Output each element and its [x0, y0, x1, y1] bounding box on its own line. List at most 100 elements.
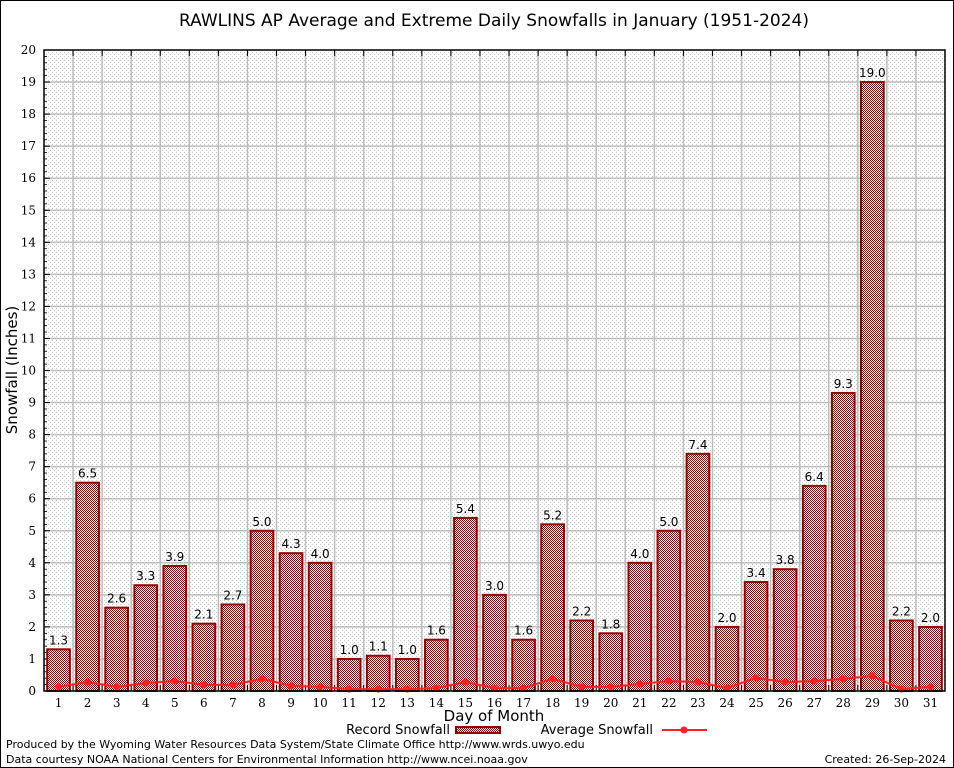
bar-value-label: 2.0 — [921, 611, 940, 625]
x-tick-label: 16 — [487, 696, 502, 710]
point-average-day-18 — [549, 675, 557, 683]
y-tick-label: 13 — [21, 267, 36, 281]
y-tick-label: 11 — [21, 331, 36, 345]
x-tick-label: 6 — [200, 696, 208, 710]
y-tick-label: 8 — [28, 428, 36, 442]
x-tick-label: 12 — [371, 696, 386, 710]
bar-value-label: 1.0 — [398, 643, 417, 657]
y-axis-label: Snowfall (Inches) — [3, 306, 21, 434]
bar-value-label: 5.2 — [543, 508, 562, 522]
point-average-day-4 — [142, 679, 150, 687]
x-tick-label: 9 — [287, 696, 295, 710]
y-tick-label: 14 — [21, 235, 37, 249]
x-tick-label: 29 — [865, 696, 880, 710]
x-tick-label: 28 — [836, 696, 851, 710]
x-tick-label: 4 — [142, 696, 150, 710]
y-tick-label: 6 — [28, 492, 36, 506]
bar-record-day-10 — [307, 561, 333, 692]
bar-value-label: 6.4 — [805, 470, 824, 484]
bar-record-day-3 — [104, 606, 129, 692]
x-tick-label: 27 — [807, 696, 822, 710]
bar-value-label: 4.0 — [630, 547, 649, 561]
bar-value-label: 1.0 — [340, 643, 359, 657]
bar-record-day-4 — [133, 584, 159, 692]
plot-border — [43, 49, 946, 692]
x-tick-label: 22 — [661, 696, 676, 710]
bar-record-day-6 — [191, 622, 217, 693]
bar-record-day-20 — [598, 632, 624, 692]
x-tick-label: 17 — [516, 696, 531, 710]
x-tick-label: 3 — [113, 696, 121, 710]
y-tick-label: 20 — [21, 43, 36, 57]
x-tick-label: 1 — [55, 696, 63, 710]
bar-value-label: 5.0 — [252, 515, 271, 529]
point-average-day-8 — [258, 675, 266, 683]
point-average-day-6 — [200, 681, 208, 689]
plot-area: 012345678910111213141516171819201.36.52.… — [21, 43, 946, 710]
x-tick-label: 7 — [229, 696, 237, 710]
x-axis-label: Day of Month — [444, 707, 545, 725]
bar-value-label: 1.6 — [514, 624, 533, 638]
x-tick-label: 21 — [632, 696, 647, 710]
point-average-day-1 — [55, 683, 63, 691]
legend-label-record: Record Snowfall — [346, 723, 450, 738]
bar-value-label: 2.0 — [717, 611, 736, 625]
point-average-day-9 — [287, 682, 295, 690]
point-average-day-15 — [461, 678, 469, 686]
point-average-day-19 — [578, 683, 586, 691]
bar-value-label: 1.8 — [601, 617, 620, 631]
y-tick-label: 3 — [28, 588, 36, 602]
legend-label-average: Average Snowfall — [541, 723, 653, 738]
bar-value-label: 19.0 — [859, 66, 886, 80]
bar-record-day-24 — [714, 625, 740, 693]
y-tick-label: 16 — [21, 171, 36, 185]
bar-record-day-5 — [162, 565, 188, 693]
point-average-day-29 — [868, 672, 876, 680]
y-tick-label: 7 — [28, 460, 36, 474]
x-tick-label: 20 — [603, 696, 618, 710]
point-average-day-5 — [171, 677, 179, 685]
bar-value-label: 3.0 — [485, 579, 504, 593]
point-average-day-10 — [316, 683, 324, 691]
bar-value-label: 4.0 — [311, 547, 330, 561]
point-average-day-20 — [607, 683, 615, 691]
point-average-day-7 — [229, 681, 237, 689]
x-tick-label: 26 — [778, 696, 793, 710]
point-average-day-25 — [752, 674, 760, 682]
y-tick-label: 9 — [28, 396, 36, 410]
x-tick-label: 2 — [84, 696, 92, 710]
bar-record-day-22 — [656, 529, 682, 692]
bar-record-day-19 — [569, 619, 595, 692]
point-average-day-2 — [84, 678, 92, 686]
x-tick-label: 24 — [719, 696, 735, 710]
bar-record-day-29 — [860, 81, 885, 693]
point-average-day-21 — [636, 680, 644, 688]
x-tick-label: 23 — [690, 696, 705, 710]
point-average-day-24 — [723, 684, 731, 692]
chart-title: RAWLINS AP Average and Extreme Daily Sno… — [179, 11, 809, 31]
x-tick-label: 18 — [545, 696, 560, 710]
bar-value-label: 2.1 — [194, 608, 213, 622]
y-tick-label: 19 — [21, 75, 36, 89]
y-tick-label: 5 — [28, 524, 36, 538]
bar-value-label: 3.3 — [136, 569, 155, 583]
bar-record-day-21 — [627, 561, 653, 692]
x-tick-label: 8 — [258, 696, 266, 710]
y-tick-label: 0 — [28, 684, 36, 698]
x-tick-label: 11 — [342, 696, 357, 710]
point-average-day-14 — [432, 684, 440, 692]
point-average-day-17 — [520, 684, 528, 692]
point-average-day-22 — [665, 677, 673, 685]
y-tick-label: 1 — [28, 652, 36, 666]
x-tick-label: 15 — [458, 696, 473, 710]
y-tick-label: 4 — [28, 556, 36, 570]
bar-value-label: 3.4 — [747, 566, 766, 580]
bar-value-label: 7.4 — [688, 438, 707, 452]
point-average-day-16 — [491, 684, 498, 692]
bar-record-day-28 — [830, 391, 856, 692]
y-tick-label: 17 — [21, 139, 36, 153]
bar-record-day-9 — [278, 552, 304, 692]
bar-value-label: 5.4 — [456, 502, 475, 516]
bar-record-day-23 — [685, 452, 711, 692]
